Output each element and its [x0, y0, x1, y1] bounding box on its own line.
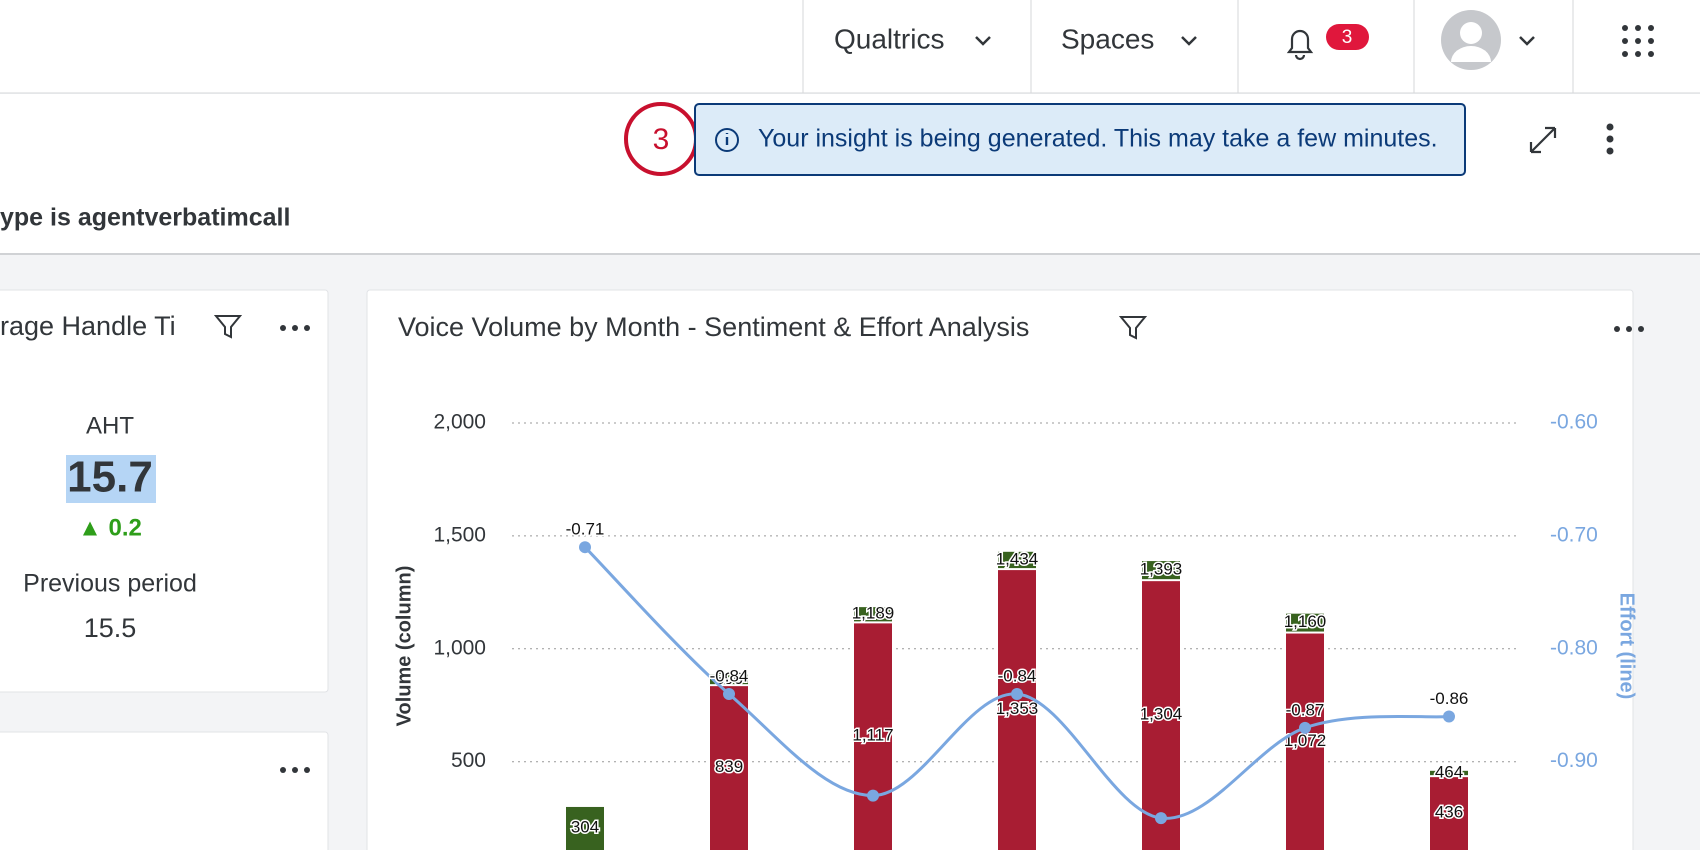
y-tick-label: 1,500	[433, 523, 486, 546]
avatar-body	[1451, 46, 1491, 62]
y2-tick-label: -0.70	[1550, 523, 1598, 546]
step-number: 3	[653, 123, 670, 156]
kpi-metric: AHT	[86, 412, 134, 439]
previous-value: 15.5	[84, 613, 137, 643]
notification-count: 3	[1342, 27, 1353, 48]
bell-icon[interactable]	[1286, 29, 1314, 61]
y2-tick-label: -0.60	[1550, 411, 1598, 434]
line-label: -0.71	[566, 520, 605, 539]
line-point	[579, 541, 591, 554]
expand-icon[interactable]	[1529, 126, 1557, 154]
filter-icon[interactable]	[213, 315, 243, 339]
bar-label: 890	[715, 669, 743, 688]
line-label: -0.84	[710, 666, 749, 685]
nav-spaces[interactable]: Spaces	[1061, 23, 1154, 54]
y-tick-label: 2,000	[433, 411, 486, 434]
kpi-change: ▲ 0.2	[78, 514, 142, 541]
line-point	[1299, 721, 1311, 734]
bar-label: 1,189	[852, 604, 895, 623]
line-point	[867, 789, 879, 802]
previous-label: Previous period	[23, 570, 197, 598]
bar-label: 1,434	[996, 549, 1039, 568]
kpi-value: 15.7	[67, 453, 153, 502]
line-point	[1011, 687, 1023, 700]
card-menu[interactable]	[280, 767, 310, 773]
kebab-menu[interactable]	[1606, 123, 1614, 155]
y2-tick-label: -0.90	[1550, 749, 1598, 772]
selection-highlight	[66, 455, 156, 503]
bar-label: 1,117	[852, 726, 893, 745]
bar-label: 839	[715, 757, 743, 776]
bar	[564, 804, 606, 850]
bar	[708, 684, 750, 850]
line-label: -0.84	[998, 666, 1037, 685]
kpi-card	[0, 289, 329, 693]
info-banner	[694, 103, 1466, 176]
bar-label: 1,072	[1284, 731, 1327, 750]
bar	[852, 621, 894, 850]
filter-icon[interactable]	[1118, 316, 1148, 340]
line-point	[1443, 710, 1455, 723]
bar-label: 464	[1435, 762, 1463, 781]
bar	[1140, 579, 1182, 850]
bar-label: 1,353	[996, 699, 1039, 718]
card	[0, 731, 329, 850]
line-label: -0.87	[1286, 700, 1325, 719]
bar	[1428, 775, 1470, 850]
filter-text: ype is agentverbatimcall	[0, 204, 290, 232]
bar	[996, 568, 1038, 850]
y-tick-label: 1,000	[433, 636, 486, 659]
y2-tick-label: -0.80	[1550, 636, 1598, 659]
plot: 500 1,000 1,500 2,000 -0.90 -0.80 -0.70 -0.60 83…	[433, 411, 1598, 850]
info-message: Your insight is being generated. This ma…	[758, 125, 1438, 153]
chevron[interactable]	[975, 36, 991, 46]
avatar-head	[1460, 22, 1482, 44]
chart-title: Voice Volume by Month - Sentiment & Effo…	[398, 312, 1029, 342]
nav-qualtrics[interactable]: Qualtrics	[834, 23, 944, 54]
top-nav	[0, 0, 1700, 93]
bar-label: 1,160	[1284, 612, 1327, 631]
y-axis-title: Volume (column)	[393, 566, 415, 727]
line-point	[1155, 812, 1167, 825]
chevron[interactable]	[1519, 36, 1535, 46]
bar-label: 1,304	[1140, 705, 1183, 724]
kpi-title: rage Handle Ti	[0, 311, 176, 341]
bar-label: 436	[1435, 803, 1463, 822]
bar	[1284, 631, 1326, 850]
bar-label: 304	[571, 817, 599, 836]
bar-label: 1,393	[1140, 560, 1183, 579]
y2-axis-title: Effort (line)	[1616, 593, 1638, 700]
nav-dividers	[802, 0, 1574, 93]
y-tick-label: 500	[451, 749, 486, 772]
line-label: -0.86	[1430, 689, 1469, 708]
chevron[interactable]	[1181, 36, 1197, 46]
notification-badge	[1326, 24, 1369, 50]
info-icon	[715, 128, 739, 152]
line-point	[723, 687, 735, 700]
card-menu[interactable]	[1614, 326, 1644, 332]
card-menu[interactable]	[280, 325, 310, 331]
apps-icon[interactable]	[1622, 25, 1654, 57]
